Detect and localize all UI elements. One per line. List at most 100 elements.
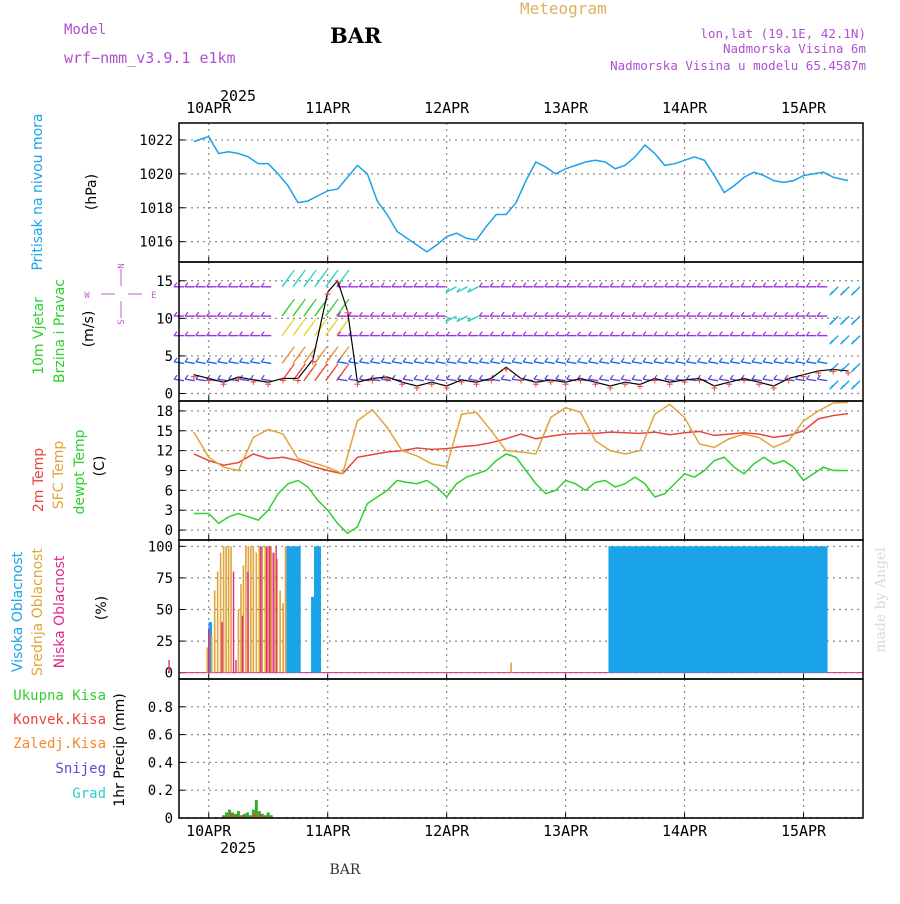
precip-total-bar — [236, 811, 240, 818]
cloud-high-bar — [620, 546, 625, 673]
wind-barb-flag — [816, 374, 821, 380]
wind-barb-flag — [751, 282, 756, 288]
wind-barb-flag — [413, 282, 418, 288]
wind-barb — [708, 378, 719, 382]
wind-barb — [281, 322, 293, 337]
wind-barb-flag — [773, 331, 778, 336]
wind-barb-flag — [238, 331, 243, 336]
wind-barb-flag — [576, 282, 581, 288]
cloud-high-bar — [811, 546, 816, 673]
y-tick-label: 1022 — [139, 133, 173, 149]
wind-barb — [281, 350, 293, 364]
model-label: Model — [64, 22, 106, 38]
wind-barb — [708, 361, 719, 365]
cloud-mid-bar — [222, 546, 225, 673]
wind-barb-flag — [195, 311, 200, 317]
wind-barb-flag — [500, 282, 505, 288]
wind-barb-flag — [653, 357, 658, 363]
cloud-high-bar — [722, 546, 726, 673]
wind-barb — [325, 367, 336, 382]
wind-barb-flag — [380, 357, 385, 363]
wind-barb-flag — [751, 331, 756, 336]
wind-barb — [686, 361, 697, 365]
wind-barb-flag — [358, 357, 363, 363]
wind-barb — [195, 378, 206, 382]
wind-barb-flag — [301, 318, 306, 324]
cloud-mid-bar — [210, 634, 213, 673]
wind-barb-flag — [718, 331, 723, 336]
wind-barb-flag — [337, 311, 342, 317]
cloud-high-bar — [774, 546, 779, 673]
cloud-high-bar — [794, 546, 798, 673]
cloud-high-bar — [648, 546, 652, 673]
cloud-high-bar — [317, 546, 322, 673]
wind-barb-flag — [260, 282, 265, 288]
cloud-high-bar — [311, 596, 315, 673]
cloud-high-bar — [655, 546, 660, 673]
wind-barb — [642, 361, 653, 365]
cloud-high-bar — [707, 546, 712, 673]
wind-barb — [217, 378, 228, 382]
wind-barb — [653, 361, 664, 365]
cloud-low-bar — [208, 628, 210, 673]
cloud-mid-bar — [270, 546, 272, 673]
cloud-mid-bar — [250, 546, 252, 673]
cloud-high-bar — [705, 546, 709, 673]
cloud-high-bar — [633, 546, 637, 673]
wind-barb-flag — [511, 374, 516, 380]
wind-barb — [336, 273, 347, 288]
wind-barb-flag — [784, 357, 789, 363]
cloud-mid-bar — [276, 558, 278, 673]
wind-barb — [435, 378, 446, 382]
wind-barb — [413, 378, 424, 382]
wind-barb-flag — [291, 298, 295, 304]
cloud-high-bar — [286, 546, 290, 673]
wind-barb-flag — [467, 287, 472, 293]
wind-barb — [664, 378, 675, 382]
cloud-high-bar — [799, 546, 803, 673]
precip-total-bar — [266, 812, 270, 818]
cloud-high-bar — [821, 546, 826, 673]
cloud-low-bar — [272, 552, 274, 673]
wind-barb-flag — [206, 357, 211, 363]
precip-legend-snow: Snijeg — [55, 761, 106, 777]
wind-barb-flag — [686, 357, 691, 363]
wind-barb-flag — [851, 320, 856, 325]
year-top: 2025 — [220, 87, 256, 105]
cloud-high-bar — [695, 546, 699, 673]
wind-barb — [325, 273, 336, 288]
wind-barb — [512, 361, 523, 365]
cloud-mid-bar — [284, 546, 287, 673]
wind-barb-flag — [740, 311, 745, 317]
wind-barb-flag — [260, 311, 265, 317]
wind-barb-flag — [435, 331, 440, 336]
cloud-mid-bar — [216, 571, 219, 673]
wind-barb-flag — [424, 311, 429, 317]
wind-barb-flag — [522, 311, 527, 317]
cloud-high-bar — [759, 546, 764, 673]
temp-ylabel-2: SFC Temp — [51, 441, 67, 510]
wind-barb-flag — [664, 282, 669, 288]
cloud-high-bar — [719, 546, 724, 673]
wind-barb — [292, 350, 303, 364]
cloud-mid-bar — [213, 590, 216, 673]
wind-ylabel-1: 10m Vjetar — [31, 297, 47, 375]
y-tick-label: 50 — [156, 603, 173, 619]
precip-conv-bar — [229, 813, 233, 818]
cloud-high-bar — [687, 546, 692, 673]
panel-1: 1016 1018 1020 1022 — [139, 123, 863, 262]
wind-barb-flag — [555, 282, 560, 288]
precip-total-bar — [269, 815, 273, 818]
cloud-high-bar — [769, 546, 774, 673]
wind-barb — [303, 322, 314, 337]
wind-barb-flag — [762, 374, 767, 380]
wind-barb — [337, 378, 348, 382]
wind-barb-flag — [467, 317, 472, 322]
wind-barb-flag — [217, 282, 222, 288]
cloud-high-bar — [732, 546, 736, 673]
wind-barb-flag — [773, 311, 778, 317]
wind-barb-flag — [337, 357, 342, 363]
wind-barb-flag — [457, 357, 462, 363]
wind-barb — [621, 361, 632, 365]
cloud-high-bar — [779, 546, 783, 673]
